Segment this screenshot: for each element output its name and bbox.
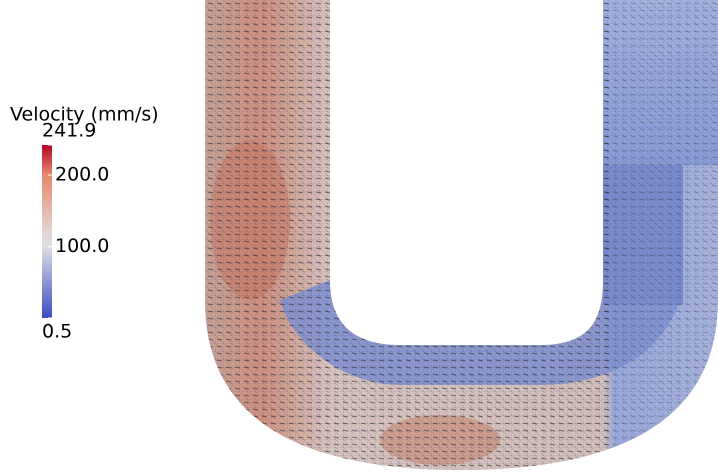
colorbar-tick-label: 100.0 (55, 235, 109, 257)
colorbar-tick-label: 200.0 (55, 164, 109, 186)
colorbar-tick-label: 241.9 (42, 120, 96, 142)
colorbar-gradient (42, 145, 52, 318)
visualization: Velocity (mm/s) 241.9200.0100.00.5 (0, 0, 718, 472)
colorbar-tick-label: 0.5 (42, 321, 72, 343)
pipe-flow-field (200, 0, 718, 472)
